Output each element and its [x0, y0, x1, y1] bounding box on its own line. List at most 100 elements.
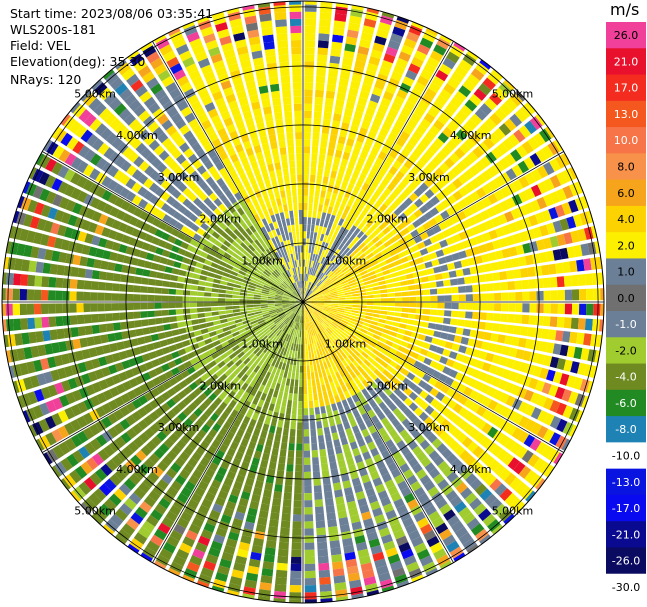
velocity-gate	[295, 344, 299, 352]
velocity-gate	[590, 365, 597, 379]
velocity-gate	[254, 289, 262, 293]
velocity-gate	[74, 465, 88, 479]
velocity-gate	[458, 363, 468, 373]
velocity-gate	[442, 348, 451, 357]
velocity-gate	[263, 489, 272, 498]
velocity-gate	[100, 260, 109, 270]
velocity-gate	[454, 65, 469, 78]
velocity-gate	[324, 304, 332, 307]
velocity-gate	[518, 190, 529, 203]
velocity-gate	[373, 227, 382, 236]
velocity-gate	[452, 178, 463, 189]
velocity-gate	[223, 356, 232, 364]
velocity-gate	[45, 432, 57, 446]
velocity-gate	[308, 306, 314, 312]
velocity-gate	[84, 360, 94, 371]
velocity-gate	[345, 36, 358, 46]
velocity-gate	[261, 369, 268, 378]
velocity-gate	[407, 499, 419, 510]
velocity-gate	[338, 378, 345, 386]
velocity-gate	[141, 319, 149, 327]
velocity-gate	[322, 205, 329, 213]
velocity-gate	[64, 365, 74, 378]
velocity-gate	[249, 464, 258, 473]
velocity-gate	[221, 322, 229, 328]
velocity-gate	[363, 248, 372, 256]
velocity-gate	[485, 273, 494, 282]
velocity-gate	[177, 390, 187, 400]
velocity-gate	[164, 330, 173, 338]
velocity-gate	[433, 548, 447, 560]
velocity-gate	[350, 80, 361, 90]
velocity-gate	[277, 346, 283, 354]
velocity-gate	[363, 113, 373, 124]
velocity-gate	[309, 303, 317, 305]
velocity-gate	[229, 274, 237, 280]
velocity-gate	[265, 156, 273, 165]
velocity-gate	[189, 296, 197, 302]
velocity-gate	[275, 293, 283, 297]
velocity-gate	[74, 242, 84, 254]
velocity-gate	[373, 306, 381, 310]
velocity-gate	[369, 352, 378, 360]
velocity-gate	[249, 379, 257, 388]
velocity-gate	[487, 519, 501, 532]
velocity-gate	[19, 362, 29, 376]
velocity-gate	[219, 558, 232, 569]
velocity-gate	[372, 551, 385, 562]
velocity-gate	[509, 497, 523, 511]
velocity-gate	[358, 289, 366, 293]
velocity-gate	[530, 392, 541, 405]
velocity-gate	[377, 411, 386, 421]
velocity-gate	[320, 340, 326, 348]
velocity-gate	[255, 287, 263, 291]
velocity-gate	[281, 435, 289, 443]
velocity-gate	[403, 124, 414, 135]
velocity-gate	[323, 242, 329, 251]
velocity-gate	[307, 291, 313, 297]
velocity-gate	[182, 308, 191, 314]
velocity-gate	[358, 267, 366, 273]
velocity-gate	[320, 285, 327, 291]
velocity-gate	[309, 407, 315, 416]
velocity-gate	[395, 350, 404, 359]
velocity-gate	[559, 344, 569, 357]
velocity-gate	[408, 313, 416, 319]
velocity-gate	[298, 401, 303, 409]
velocity-gate	[323, 250, 329, 258]
velocity-gate	[402, 297, 410, 302]
velocity-gate	[12, 210, 20, 224]
velocity-gate	[328, 62, 340, 71]
velocity-gate	[361, 83, 372, 93]
velocity-gate	[282, 305, 290, 308]
velocity-gate	[145, 252, 155, 261]
velocity-gate	[226, 447, 236, 457]
velocity-gate	[340, 181, 348, 190]
velocity-gate	[358, 127, 368, 137]
velocity-gate	[170, 480, 183, 492]
velocity-gate	[257, 399, 265, 408]
velocity-gate	[342, 480, 352, 489]
velocity-gate	[126, 311, 134, 320]
velocity-gate	[504, 118, 517, 132]
velocity-gate	[320, 286, 328, 292]
velocity-gate	[545, 250, 555, 262]
velocity-gate	[315, 75, 326, 84]
velocity-gate	[337, 325, 345, 331]
velocity-gate	[150, 534, 164, 547]
velocity-gate	[343, 269, 351, 275]
velocity-gate	[395, 297, 403, 302]
velocity-gate	[339, 321, 347, 327]
velocity-gate	[341, 359, 349, 368]
velocity-gate	[333, 439, 341, 448]
velocity-gate	[436, 309, 445, 316]
velocity-gate	[134, 320, 142, 328]
velocity-gate	[374, 437, 384, 447]
velocity-gate	[529, 474, 543, 488]
velocity-gate	[390, 560, 403, 571]
velocity-gate	[304, 542, 315, 550]
velocity-gate	[225, 538, 238, 548]
velocity-gate	[210, 297, 219, 302]
velocity-gate	[398, 212, 408, 222]
velocity-gate	[108, 229, 118, 240]
